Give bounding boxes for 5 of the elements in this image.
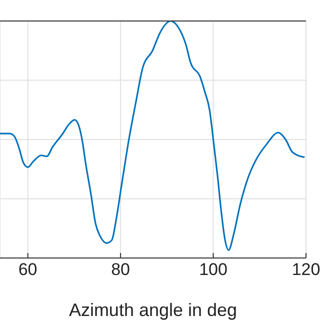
x-tick-label: 100 xyxy=(199,260,228,280)
x-tick-label: 120 xyxy=(292,260,320,280)
x-tick-label: 60 xyxy=(18,260,38,280)
x-tick-label: 80 xyxy=(111,260,130,280)
x-axis-title: Azimuth angle in deg xyxy=(68,300,238,320)
